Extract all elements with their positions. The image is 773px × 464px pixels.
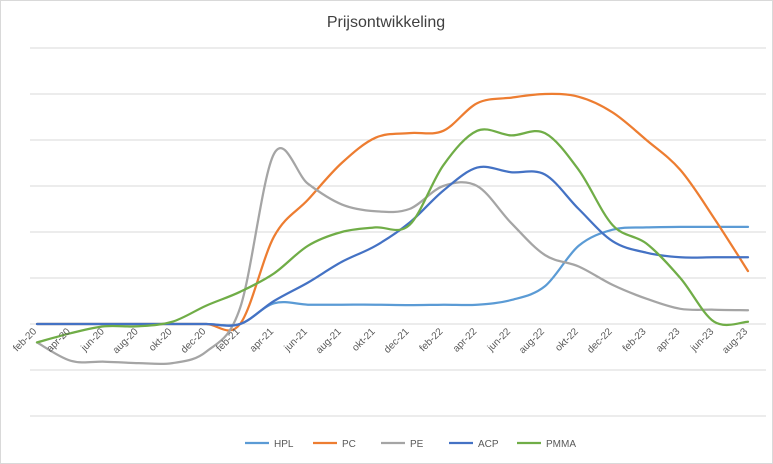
chart-title: Prijsontwikkeling <box>327 14 445 31</box>
series-line-pe <box>35 147 750 366</box>
legend-label: PMMA <box>546 439 576 450</box>
series-lines <box>35 92 750 366</box>
legend-item-pe: PE <box>381 439 424 450</box>
legend-label: HPL <box>274 439 294 450</box>
legend-label: PE <box>410 439 424 450</box>
legend-item-pmma: PMMA <box>517 439 576 450</box>
legend-item-acp: ACP <box>449 439 499 450</box>
legend-label: ACP <box>478 439 499 450</box>
legend-item-pc: PC <box>313 439 356 450</box>
gridlines <box>30 47 766 417</box>
legend-label: PC <box>342 439 356 450</box>
series-line-pmma <box>35 128 750 344</box>
legend: HPL PC PE ACP PMMA <box>245 439 576 450</box>
legend-item-hpl: HPL <box>245 439 294 450</box>
